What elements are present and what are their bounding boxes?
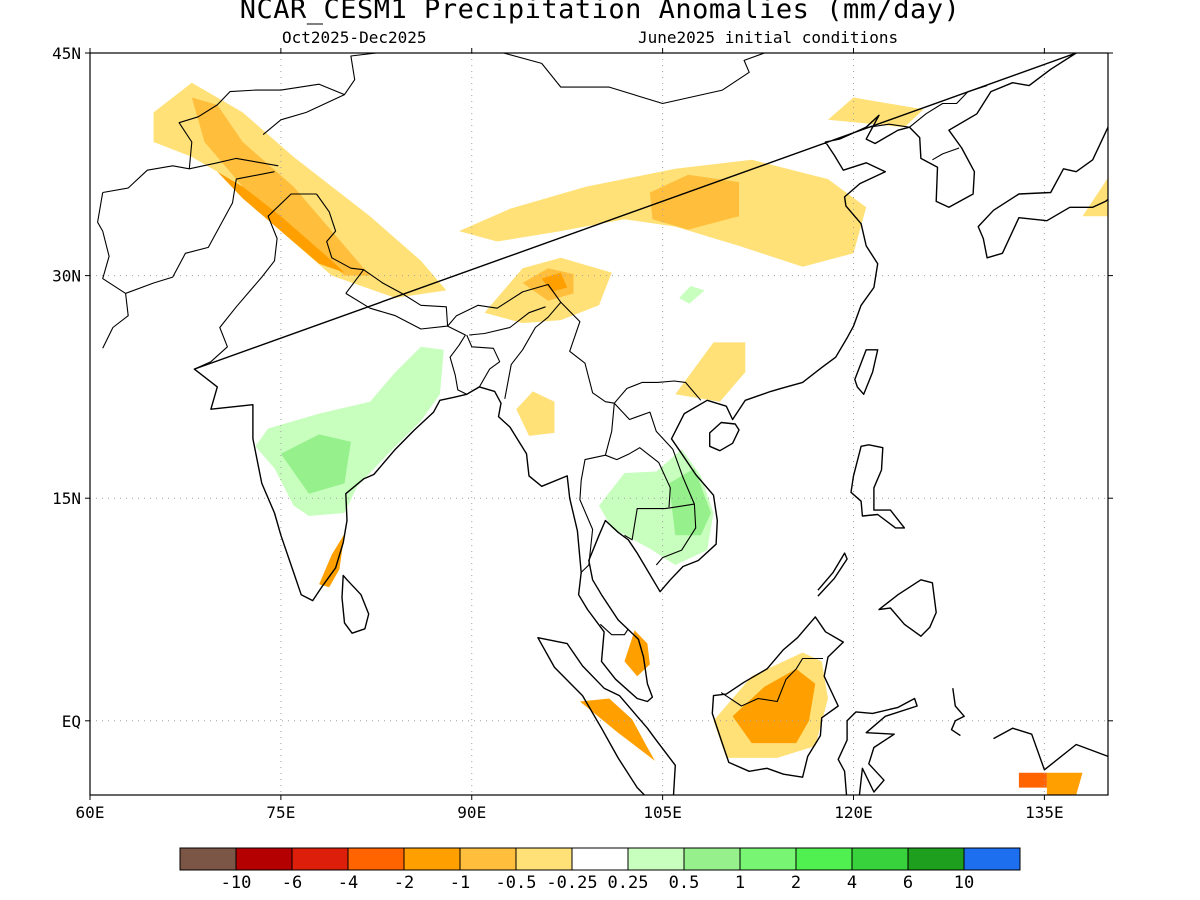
- colorbar-swatch: [907, 847, 965, 871]
- colorbar-label: -4: [338, 873, 358, 893]
- colorbar-swatch: [683, 847, 741, 871]
- border-mongolia-south: [481, 53, 765, 105]
- anomaly-region-tibet-wet-patch: [679, 286, 705, 304]
- coastline-halmahera: [950, 688, 965, 737]
- colorbar-swatch: [571, 847, 629, 871]
- coastline-sumatra: [537, 637, 676, 795]
- coastline-mindanao: [878, 579, 937, 637]
- coastline-java: [665, 810, 783, 846]
- anomaly-region-malay-peninsula-dry: [624, 630, 650, 677]
- border-thailand-laos-mekong: [605, 447, 671, 508]
- border-bangladesh: [447, 325, 501, 395]
- coastline-taiwan: [854, 349, 879, 395]
- border-bhutan-assam: [447, 283, 562, 399]
- colorbar-label: 0.5: [669, 873, 700, 893]
- coastline-borneo: [711, 616, 844, 778]
- coastline-india: [193, 53, 1077, 703]
- colorbar-label: -10: [221, 873, 252, 893]
- colorbar-label: 10: [954, 873, 974, 893]
- border-myanmar-china-laos-thailand: [560, 301, 615, 573]
- anomaly-region-new-guinea-dry: [1018, 772, 1047, 788]
- plot-frame: [89, 52, 1109, 796]
- anomaly-region-north-china-dry: [828, 97, 924, 128]
- colorbar-swatch: [795, 847, 853, 871]
- colorbar-swatch: [179, 847, 237, 871]
- border-afghanistan-north: [102, 157, 279, 194]
- anomaly-region-new-guinea-dry-edge: [1046, 772, 1083, 795]
- anomaly-region-myanmar-dry: [516, 391, 555, 436]
- colorbar-label: -6: [282, 873, 302, 893]
- border-central-asia: [178, 83, 345, 169]
- anomaly-region-eastern-himalaya-strong-dry: [541, 272, 568, 292]
- colorbar: -10 -6 -4 -2 -1 -0.5 -0.25 0.25 0.5 1 2 4 6 10: [179, 847, 1021, 893]
- x-tick-label: 120E: [834, 803, 873, 822]
- colorbar-swatch: [403, 847, 461, 871]
- colorbar-swatch: [851, 847, 909, 871]
- border-pakistan-afghanistan: [125, 171, 275, 294]
- x-tick-label: 105E: [643, 803, 682, 822]
- colorbar-swatch: [459, 847, 517, 871]
- colorbar-label: 6: [903, 873, 913, 893]
- subtitle-initial-conditions: June2025 initial conditions: [638, 28, 899, 47]
- anomaly-region-karakoram-dry-core: [191, 97, 370, 276]
- coastline-hainan: [709, 421, 740, 452]
- axis-tick-layer: 60E 75E 90E 105E 120E 135E 45N 30N 15N EQ: [52, 44, 1113, 822]
- x-tick-label: 75E: [266, 803, 295, 822]
- coastline-kyushu-honshu: [977, 124, 1108, 259]
- colorbar-label: 2: [791, 873, 801, 893]
- coastline-luzon: [850, 444, 906, 529]
- colorbar-label: -0.25: [546, 873, 597, 893]
- colorbar-swatch: [963, 847, 1021, 871]
- border-cambodia-vietnam: [655, 504, 697, 566]
- map-title: NCAR_CESM1 Precipitation Anomalies (mm/d…: [239, 0, 961, 25]
- border-pakistan-afghanistan-iran: [97, 192, 129, 349]
- gridline-layer: [90, 53, 1108, 795]
- border-india-china-west: [316, 193, 364, 271]
- subtitle-forecast-period: Oct2025-Dec2025: [282, 28, 427, 47]
- anomaly-region-western-himalaya-strong-dry: [217, 171, 345, 273]
- coastline-sulawesi: [837, 697, 918, 795]
- anomaly-region-south-china-dry: [675, 342, 746, 402]
- coastline-palawan: [817, 552, 848, 597]
- anomaly-region-borneo-dry-core: [732, 668, 816, 744]
- y-tick-label: 15N: [52, 489, 81, 508]
- y-tick-label: 30N: [52, 267, 81, 286]
- colorbar-label: 1: [735, 873, 745, 893]
- coastline-layer: [97, 53, 1108, 846]
- border-brahmaputra-assam: [469, 306, 546, 336]
- border-india-pakistan: [194, 193, 317, 370]
- colorbar-label: -2: [394, 873, 414, 893]
- colorbar-swatch: [291, 847, 349, 871]
- border-korea-dmz: [932, 147, 960, 161]
- x-tick-label: 90E: [457, 803, 486, 822]
- coastline-sri-lanka: [341, 574, 370, 634]
- colorbar-swatch: [627, 847, 685, 871]
- colorbar-label: 4: [847, 873, 857, 893]
- border-malaysia-thailand: [599, 623, 629, 636]
- anomaly-region-sumatra-dry: [579, 698, 655, 761]
- colorbar-swatch: [515, 847, 573, 871]
- y-tick-label: EQ: [62, 712, 81, 731]
- colorbar-label: 0.25: [608, 873, 649, 893]
- colorbar-swatch: [347, 847, 405, 871]
- anomaly-region-india-wet-core: [280, 434, 351, 494]
- border-nepal: [345, 269, 449, 330]
- colorbar-swatch: [739, 847, 797, 871]
- x-tick-label: 60E: [76, 803, 105, 822]
- border-laos-vietnam-cambodia: [613, 380, 702, 404]
- colorbar-swatch: [235, 847, 293, 871]
- anomaly-region-japan-dry: [1082, 177, 1108, 217]
- y-tick-label: 45N: [52, 44, 81, 63]
- coastline-new-guinea: [993, 727, 1108, 771]
- anomaly-region-vietnam-wet-core: [669, 468, 711, 536]
- anomaly-region-sri-lanka-region-dry: [319, 533, 345, 588]
- anomaly-region-qinghai-dry-core: [649, 174, 739, 230]
- colorbar-label: -1: [450, 873, 470, 893]
- border-borneo-malaysia: [720, 657, 823, 707]
- anomaly-fill-layer: [153, 82, 1108, 795]
- x-tick-label: 135E: [1025, 803, 1064, 822]
- colorbar-label: -0.5: [496, 873, 537, 893]
- border-china-korea: [868, 85, 988, 128]
